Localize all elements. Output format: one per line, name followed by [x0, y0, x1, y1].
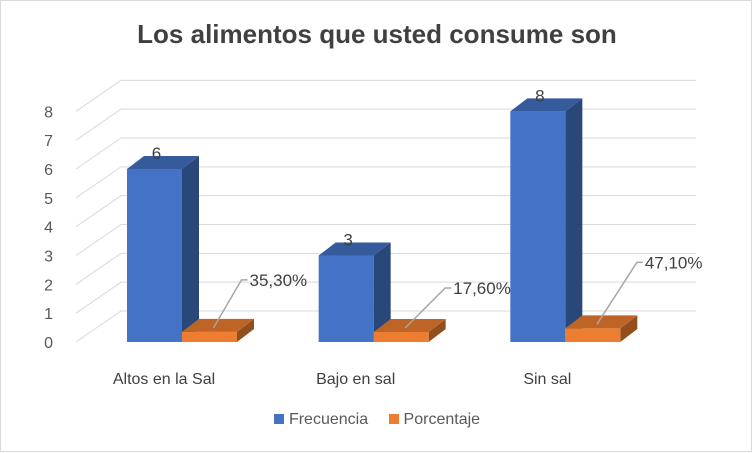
data-label: 35,30% [250, 271, 308, 290]
data-label: 47,10% [645, 253, 703, 272]
legend-label-frecuencia: Frecuencia [288, 411, 369, 428]
legend-swatch-frecuencia [273, 414, 284, 424]
bar-top [510, 98, 583, 112]
bar-side [565, 98, 583, 342]
chart-title: Los alimentos que usted consume son [137, 19, 617, 49]
data-labels: 6 35,30% Altos en la Sal 3 17,60% Bajo en sal… [113, 86, 703, 388]
legend-item-frecuencia: Frecuencia [273, 411, 369, 429]
bar-side [182, 156, 199, 342]
chart-legend: Frecuencia Porcentaje [1, 411, 752, 429]
bar-top [318, 242, 391, 256]
bar-top [127, 156, 199, 170]
y-tick-label: 4 [44, 220, 53, 237]
bar-side [428, 319, 446, 342]
leader-line [212, 279, 248, 329]
bar-side [620, 315, 638, 342]
y-tick-label: 0 [44, 335, 53, 352]
y-tick-label: 8 [44, 104, 53, 121]
leader-line [404, 287, 452, 329]
legend-label-porcentaje: Porcentaje [403, 411, 481, 428]
y-tick-label: 7 [44, 133, 53, 150]
gridline [75, 310, 696, 343]
x-tick-label: Sin sal [523, 371, 571, 388]
y-tick-label: 2 [44, 277, 53, 294]
bar [318, 242, 391, 342]
bar-side [237, 318, 254, 342]
gridline [75, 166, 696, 199]
bar [182, 318, 254, 342]
x-tick-label: Bajo en sal [316, 371, 395, 388]
gridline [75, 281, 696, 314]
gridlines [75, 79, 696, 343]
bar [565, 315, 638, 342]
y-tick-label: 1 [44, 306, 53, 323]
bar [127, 156, 199, 342]
gridline [75, 224, 696, 256]
bar-side [373, 242, 391, 342]
bar-top [565, 315, 638, 329]
legend-item-porcentaje: Porcentaje [388, 411, 481, 429]
bar-front [373, 332, 429, 342]
bar-front [182, 331, 237, 342]
gridline [75, 108, 696, 141]
data-label: 17,60% [453, 279, 511, 298]
bar-top [373, 319, 446, 332]
bar-front [318, 255, 374, 342]
bar [373, 319, 446, 342]
y-tick-label: 5 [44, 191, 53, 208]
bars [127, 98, 638, 342]
x-tick-label: Altos en la Sal [113, 371, 215, 388]
y-axis-ticks: 0 1 2 3 4 5 6 7 8 [44, 104, 53, 352]
gridline [75, 137, 696, 170]
data-label: 8 [535, 86, 544, 105]
bar-front [127, 169, 182, 342]
gridline [75, 79, 696, 112]
leader-line [596, 261, 643, 325]
data-label: 6 [152, 144, 161, 163]
legend-swatch-porcentaje [388, 414, 399, 424]
bar [510, 98, 583, 342]
data-label: 3 [343, 231, 352, 250]
bar-top [182, 318, 254, 332]
y-tick-label: 3 [44, 249, 53, 266]
gridline [75, 195, 696, 228]
gridline [75, 252, 696, 285]
bar-front [510, 111, 566, 342]
bar-front [565, 328, 621, 342]
y-tick-label: 6 [44, 162, 53, 179]
